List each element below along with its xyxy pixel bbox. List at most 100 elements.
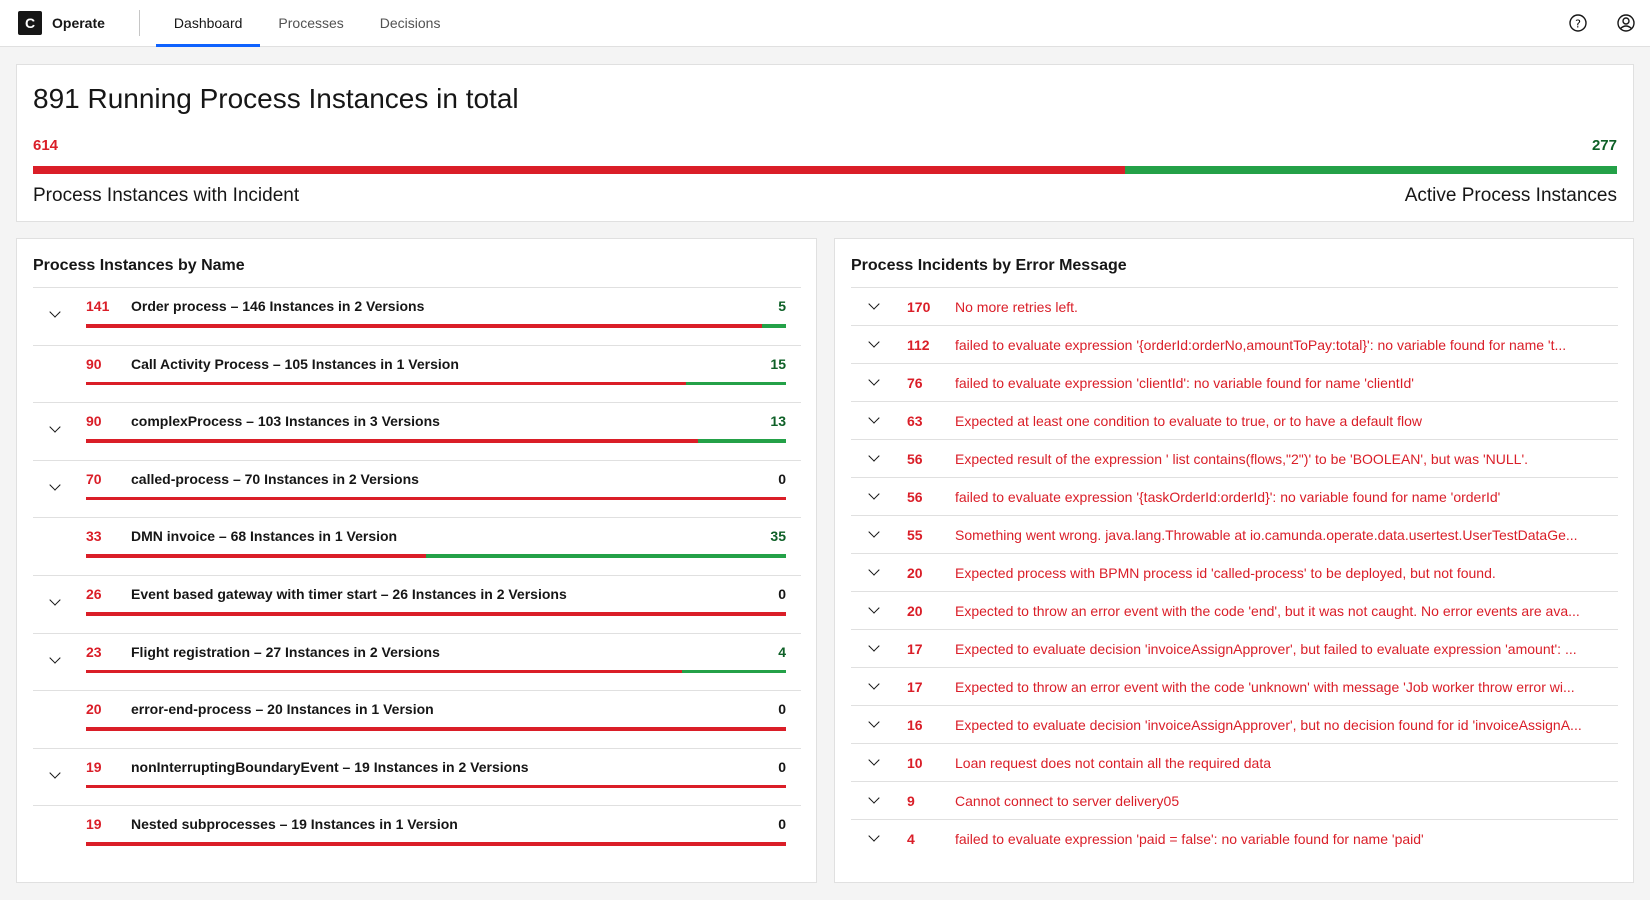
incident-row[interactable]: 112 failed to evaluate expression '{order… [851, 325, 1618, 363]
incident-row[interactable]: 17 Expected to evaluate decision 'invoice… [851, 629, 1618, 667]
incident-row[interactable]: 4 failed to evaluate expression 'paid = f… [851, 819, 1618, 857]
instance-bar [86, 554, 786, 558]
incident-row[interactable]: 56 Expected result of the expression ' li… [851, 439, 1618, 477]
process-row[interactable]: 23 Flight registration – 27 Instances in … [33, 632, 801, 691]
expand-chevron[interactable] [868, 374, 880, 386]
nav-tab[interactable]: Dashboard [155, 0, 261, 47]
incident-row[interactable]: 10 Loan request does not contain all the … [851, 743, 1618, 781]
incident-bar [33, 166, 1125, 174]
process-row[interactable]: 19 nonInterruptingBoundaryEvent – 19 Inst… [33, 747, 801, 806]
incident-row[interactable]: 56 failed to evaluate expression '{taskOr… [851, 477, 1618, 515]
active-count: 0 [778, 586, 786, 602]
incident-row[interactable]: 9 Cannot connect to server delivery05 [851, 781, 1618, 819]
process-label: Order process – 146 Instances in 2 Versi… [131, 298, 425, 314]
incident-bar [86, 439, 698, 443]
incident-count: 4 [907, 831, 915, 847]
expand-chevron[interactable] [868, 792, 880, 804]
expand-chevron[interactable] [49, 306, 61, 318]
error-message: failed to evaluate expression '{orderId:… [955, 337, 1567, 353]
expand-chevron[interactable] [868, 678, 880, 690]
expand-chevron[interactable] [868, 526, 880, 538]
process-row[interactable]: 90 Call Activity Process – 105 Instances … [33, 344, 801, 403]
instance-bar [86, 727, 786, 731]
active-bar [425, 554, 786, 558]
error-message: Expected process with BPMN process id 'c… [955, 565, 1496, 581]
expand-chevron[interactable] [868, 336, 880, 348]
incident-count[interactable]: 614 [33, 137, 59, 154]
nav-tab[interactable]: Processes [278, 15, 344, 31]
expand-chevron[interactable] [49, 594, 61, 606]
process-label: called-process – 70 Instances in 2 Versi… [131, 470, 419, 487]
process-row[interactable]: 90 complexProcess – 103 Instances in 3 Ve… [33, 402, 801, 460]
error-message: No more retries left. [955, 299, 1078, 315]
incident-bar [86, 669, 683, 674]
process-row[interactable]: 20 error-end-process – 20 Instances in 1 … [33, 690, 801, 748]
by-error-panel: Process Incidents by Error Message 170 No… [834, 238, 1634, 883]
incident-count: 26 [86, 586, 102, 602]
incident-bar [86, 842, 786, 846]
user-icon[interactable] [1616, 13, 1636, 33]
nav-tab[interactable]: Decisions [379, 15, 441, 31]
error-message: Something went wrong. java.lang.Throwabl… [955, 527, 1578, 543]
process-row[interactable]: 19 Nested subprocesses – 19 Instances in … [33, 805, 801, 863]
app-name[interactable]: Operate [52, 15, 105, 31]
instance-bar [86, 439, 786, 443]
incident-count: 112 [907, 337, 930, 353]
active-label[interactable]: Active Process Instances [1404, 185, 1617, 206]
active-count: 13 [770, 413, 786, 430]
expand-chevron[interactable] [868, 564, 880, 576]
incident-bar [86, 612, 786, 616]
incident-count: 90 [86, 413, 102, 430]
active-bar [682, 669, 786, 674]
incident-row[interactable]: 76 failed to evaluate expression 'clientI… [851, 363, 1618, 401]
error-message: failed to evaluate expression 'clientId'… [955, 375, 1414, 391]
expand-chevron[interactable] [868, 488, 880, 500]
expand-chevron[interactable] [49, 479, 61, 491]
expand-chevron[interactable] [49, 767, 61, 779]
incident-count: 19 [86, 816, 102, 833]
logo[interactable]: C [18, 11, 42, 35]
active-count: 0 [778, 758, 786, 775]
expand-chevron[interactable] [868, 716, 880, 728]
expand-chevron[interactable] [868, 412, 880, 424]
summary-card: 891 Running Process Instances in total 6… [16, 64, 1634, 222]
separator [138, 10, 140, 36]
instance-bar [86, 669, 786, 674]
incident-row[interactable]: 16 Expected to evaluate decision 'invoice… [851, 705, 1618, 743]
incident-count: 19 [86, 758, 102, 775]
error-message: Cannot connect to server delivery05 [955, 793, 1180, 809]
incident-count: 170 [907, 299, 931, 315]
incident-row[interactable]: 17 Expected to throw an error event with … [851, 667, 1618, 705]
process-row[interactable]: 26 Event based gateway with timer start –… [33, 575, 801, 633]
expand-chevron[interactable] [868, 602, 880, 614]
incident-row[interactable]: 20 Expected process with BPMN process id … [851, 553, 1618, 591]
by-name-panel: Process Instances by Name 141 Order proce… [16, 238, 817, 883]
process-row[interactable]: 70 called-process – 70 Instances in 2 Ver… [33, 459, 801, 518]
incident-count: 33 [86, 528, 102, 545]
active-count: 35 [770, 528, 786, 545]
expand-chevron[interactable] [868, 298, 880, 310]
expand-chevron[interactable] [868, 450, 880, 462]
incident-count: 20 [907, 565, 923, 581]
error-message: Expected result of the expression ' list… [955, 451, 1529, 467]
incident-label[interactable]: Process Instances with Incident [33, 185, 300, 206]
help-icon[interactable]: ? [1568, 13, 1588, 33]
expand-chevron[interactable] [49, 421, 61, 433]
process-row[interactable]: 33 DMN invoice – 68 Instances in 1 Versio… [33, 517, 801, 575]
expand-chevron[interactable] [868, 754, 880, 766]
expand-chevron[interactable] [868, 640, 880, 652]
incident-count: 9 [907, 793, 915, 809]
incident-row[interactable]: 55 Something went wrong. java.lang.Throwa… [851, 515, 1618, 553]
incident-row[interactable]: 170 No more retries left. [851, 287, 1618, 325]
incident-row[interactable]: 63 Expected at least one condition to eva… [851, 401, 1618, 439]
process-row[interactable]: 141 Order process – 146 Instances in 2 Ve… [33, 287, 801, 345]
incident-count: 63 [907, 413, 923, 429]
incident-bar [86, 381, 686, 386]
expand-chevron[interactable] [868, 830, 880, 842]
incident-row[interactable]: 20 Expected to throw an error event with … [851, 591, 1618, 629]
active-count[interactable]: 277 [1591, 137, 1617, 154]
panel-title: Process Instances by Name [33, 257, 245, 274]
summary-title: 891 Running Process Instances in total [33, 83, 519, 114]
expand-chevron[interactable] [49, 651, 61, 664]
